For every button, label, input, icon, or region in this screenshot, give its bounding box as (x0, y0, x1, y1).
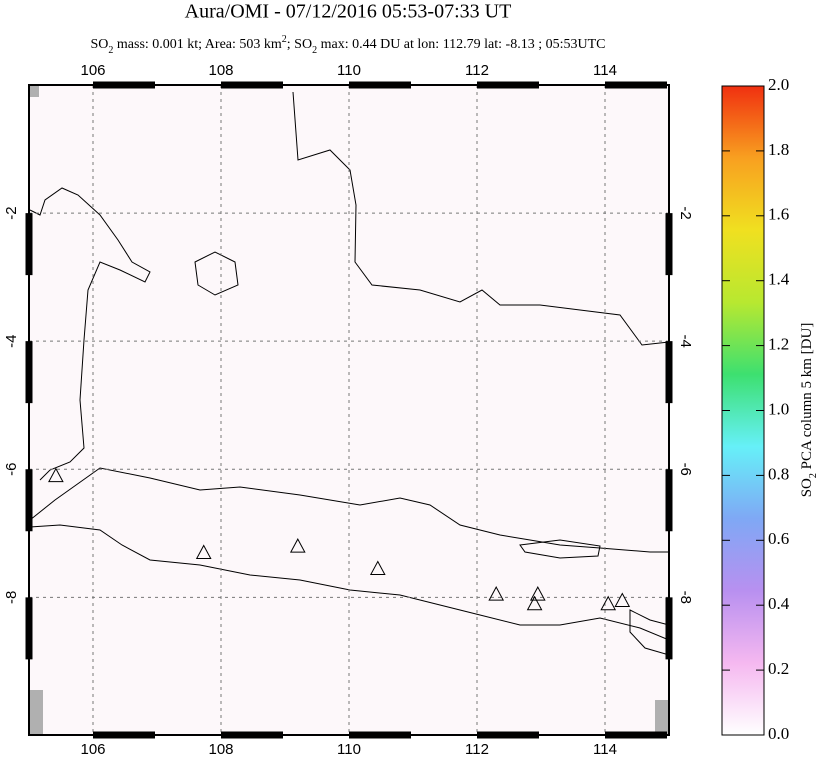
text-part: max: 0.44 DU at lon: 112.79 lat: -8.13 ;… (317, 37, 605, 52)
colorbar-tick-label: 2.0 (768, 75, 789, 94)
x-tick-label: 110 (337, 62, 361, 79)
colorbar-tick-label: 0.0 (768, 724, 789, 743)
volcano (600, 595, 617, 611)
y-tick-label: -4 (677, 334, 694, 347)
text-part: SO (799, 478, 815, 497)
no-data (29, 690, 43, 735)
text-part: mass: 0.001 kt; Area: 503 km (113, 37, 281, 52)
volcano (526, 595, 543, 611)
volcano (614, 592, 631, 608)
colorbar-tick-label: 1.2 (768, 335, 789, 354)
text-part: SO (91, 37, 109, 52)
colorbar-tick-label: 1.4 (768, 270, 790, 289)
volcano (369, 560, 386, 575)
coastlines (29, 91, 670, 656)
y-tick-label: -4 (3, 334, 20, 347)
y-tick-label: -8 (677, 591, 694, 604)
text-part: ; SO (287, 37, 312, 52)
text-part: 2 (282, 34, 287, 45)
no-data (655, 700, 669, 735)
colorbar-tick-label: 1.6 (768, 205, 789, 224)
x-tick-label: 108 (208, 741, 233, 758)
volcano (289, 538, 306, 553)
volcano (48, 467, 64, 483)
x-tick-label: 112 (465, 62, 489, 79)
colorbar-tick-label: 0.4 (768, 594, 790, 613)
colorbar-tick-label: 1.0 (768, 399, 789, 418)
x-tick-label: 110 (337, 741, 361, 758)
volcano (529, 586, 546, 601)
volcano (488, 586, 505, 601)
text-part: PCA column 5 km [DU] (799, 323, 815, 473)
volcano (195, 544, 212, 559)
colorbar-label: SO2 PCA column 5 km [DU] (799, 323, 818, 498)
x-tick-label: 106 (80, 741, 105, 758)
x-tick-label: 108 (208, 62, 233, 79)
subtitle: SO2 mass: 0.001 kt; Area: 503 km2; SO2 m… (91, 34, 606, 56)
x-tick-label: 106 (80, 62, 105, 79)
colorbar-tick-label: 0.2 (768, 659, 789, 678)
text-part: 2 (808, 473, 819, 478)
y-tick-label: -2 (677, 206, 694, 219)
y-tick-label: -6 (3, 463, 20, 476)
no-data (29, 85, 39, 97)
colorbar-tick-label: 0.8 (768, 464, 789, 483)
y-tick-label: -8 (3, 591, 20, 604)
colorbar-tick-label: 1.8 (768, 140, 789, 159)
text-part: 2 (312, 45, 317, 56)
x-tick-label: 112 (465, 741, 489, 758)
x-tick-label: 114 (593, 741, 617, 758)
y-tick-label: -6 (677, 463, 694, 476)
colorbar-tick-label: 0.6 (768, 529, 789, 548)
x-tick-label: 114 (593, 62, 617, 79)
y-tick-label: -2 (3, 206, 20, 219)
map-frame (28, 84, 670, 736)
text-part: 2 (108, 45, 113, 56)
title: Aura/OMI - 07/12/2016 05:53-07:33 UT (185, 1, 512, 23)
